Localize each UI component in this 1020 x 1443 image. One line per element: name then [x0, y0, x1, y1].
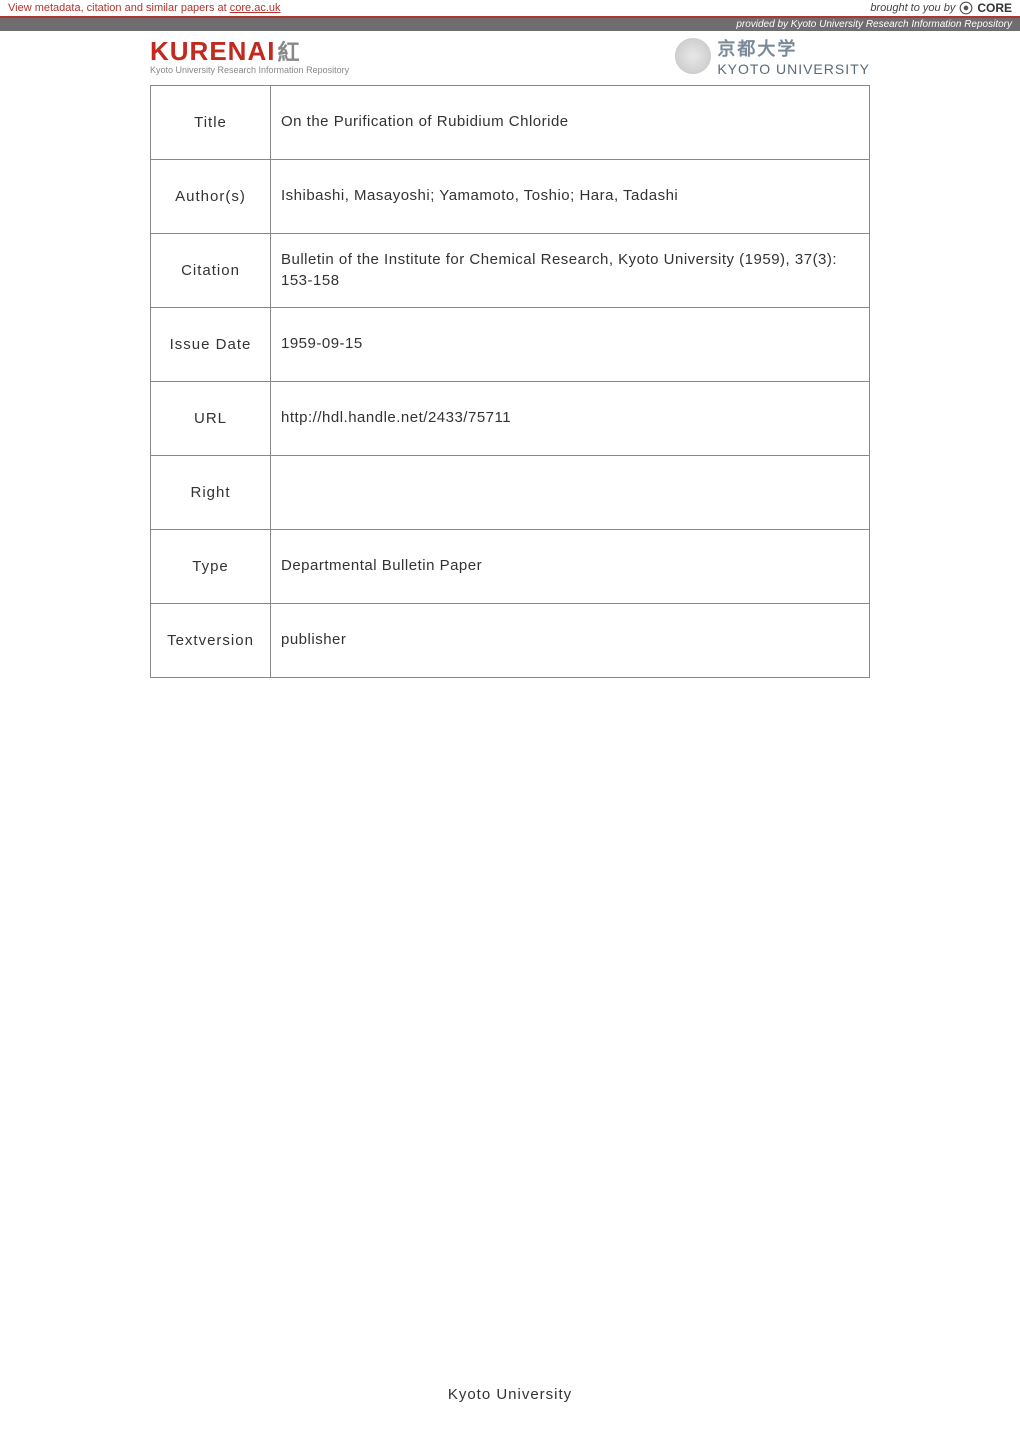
metadata-table-body: Title On the Purification of Rubidium Ch… [151, 86, 870, 678]
core-top-bar: View metadata, citation and similar pape… [0, 0, 1020, 18]
provided-by-bar: provided by Kyoto University Research In… [0, 18, 1020, 31]
core-brand: CORE [977, 1, 1012, 15]
brought-to-you-text: brought to you by [870, 2, 955, 14]
footer-text: Kyoto University [0, 1386, 1020, 1403]
provided-prefix: provided by [736, 19, 790, 30]
kyoto-name-block: 京都大学 KYOTO UNIVERSITY [717, 35, 870, 77]
top-bar-left: View metadata, citation and similar pape… [8, 2, 281, 14]
value-title: On the Purification of Rubidium Chloride [271, 86, 870, 160]
label-textversion: Textversion [151, 604, 271, 678]
value-textversion: publisher [271, 604, 870, 678]
kurenai-logo: KURENAI 紅 [150, 35, 349, 67]
label-type: Type [151, 530, 271, 604]
table-row: URL http://hdl.handle.net/2433/75711 [151, 382, 870, 456]
provided-source-link[interactable]: Kyoto University Research Information Re… [791, 19, 1012, 30]
value-type: Departmental Bulletin Paper [271, 530, 870, 604]
kyoto-english: KYOTO UNIVERSITY [717, 61, 870, 77]
label-issue-date: Issue Date [151, 308, 271, 382]
repository-header: KURENAI 紅 Kyoto University Research Info… [150, 31, 870, 85]
core-link[interactable]: core.ac.uk [230, 2, 281, 14]
kurenai-subtitle: Kyoto University Research Information Re… [150, 65, 349, 75]
label-right: Right [151, 456, 271, 530]
top-bar-right: brought to you by CORE [870, 1, 1012, 15]
kyoto-kanji: 京都大学 [717, 35, 797, 61]
table-row: Issue Date 1959-09-15 [151, 308, 870, 382]
table-row: Title On the Purification of Rubidium Ch… [151, 86, 870, 160]
label-authors: Author(s) [151, 160, 271, 234]
value-issue-date: 1959-09-15 [271, 308, 870, 382]
kyoto-logo-block: 京都大学 KYOTO UNIVERSITY [675, 35, 870, 77]
top-bar-left-prefix: View metadata, citation and similar pape… [8, 2, 230, 14]
label-citation: Citation [151, 234, 271, 308]
table-row: Right [151, 456, 870, 530]
value-citation: Bulletin of the Institute for Chemical R… [271, 234, 870, 308]
value-right [271, 456, 870, 530]
value-authors: Ishibashi, Masayoshi; Yamamoto, Toshio; … [271, 160, 870, 234]
core-icon [959, 1, 973, 15]
table-row: Textversion publisher [151, 604, 870, 678]
table-row: Type Departmental Bulletin Paper [151, 530, 870, 604]
value-url: http://hdl.handle.net/2433/75711 [271, 382, 870, 456]
kurenai-logo-block: KURENAI 紅 Kyoto University Research Info… [150, 35, 349, 75]
kurenai-kanji-icon: 紅 [277, 35, 299, 67]
table-row: Author(s) Ishibashi, Masayoshi; Yamamoto… [151, 160, 870, 234]
table-row: Citation Bulletin of the Institute for C… [151, 234, 870, 308]
kyoto-seal-icon [675, 38, 711, 74]
kurenai-text: KURENAI [150, 36, 275, 67]
label-url: URL [151, 382, 271, 456]
metadata-table: Title On the Purification of Rubidium Ch… [150, 85, 870, 678]
label-title: Title [151, 86, 271, 160]
